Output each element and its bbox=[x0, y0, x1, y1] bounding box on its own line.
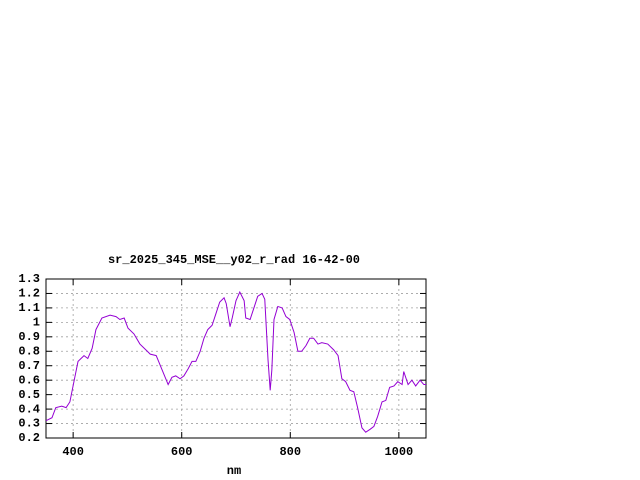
plot-border bbox=[45, 278, 427, 439]
x-tick-label: 1000 bbox=[384, 445, 413, 459]
y-tick-label: 1.1 bbox=[18, 301, 40, 315]
x-axis-label: nm bbox=[227, 464, 241, 478]
y-tick-label: 0.6 bbox=[18, 373, 40, 387]
data-line bbox=[45, 290, 426, 433]
chart-title: sr_2025_345_MSE__y02_r_rad 16-42-00 bbox=[108, 253, 360, 267]
y-tick-label: 1.3 bbox=[18, 272, 40, 286]
y-tick-label: 0.3 bbox=[18, 417, 40, 431]
y-tick-label: 0.7 bbox=[18, 359, 40, 373]
x-tick-label: 400 bbox=[62, 445, 84, 459]
y-tick-label: 0.8 bbox=[18, 344, 40, 358]
y-tick-label: 0.9 bbox=[18, 330, 40, 344]
y-tick-label: 0.2 bbox=[18, 431, 40, 445]
x-tick-label: 600 bbox=[171, 445, 193, 459]
y-tick-label: 0.4 bbox=[18, 402, 40, 416]
x-tick-label: 800 bbox=[279, 445, 301, 459]
y-tick-label: 1 bbox=[33, 316, 40, 330]
y-tick-label: 1.2 bbox=[18, 287, 40, 301]
y-tick-label: 0.5 bbox=[18, 388, 40, 402]
